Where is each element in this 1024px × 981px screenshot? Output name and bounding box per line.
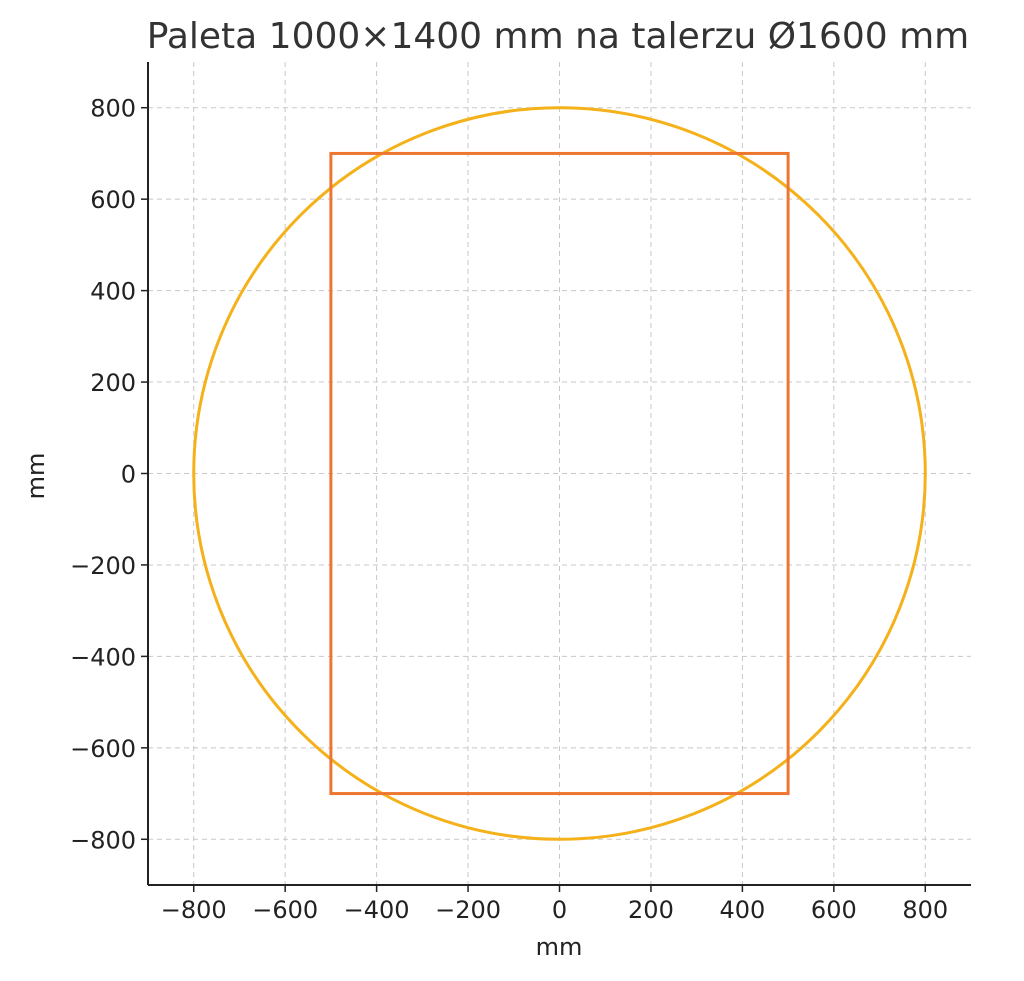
x-tick-label: 600 <box>811 896 857 924</box>
x-tick-label: −200 <box>435 896 501 924</box>
x-ticks: −800 −600 −400 −200 0 200 400 600 800 <box>161 885 948 924</box>
x-axis-label: mm <box>536 933 583 961</box>
axes <box>147 62 971 886</box>
x-tick-label: 0 <box>552 896 567 924</box>
y-tick-label: 200 <box>90 369 136 397</box>
x-tick-label: 400 <box>719 896 765 924</box>
y-tick-label: −400 <box>70 643 136 671</box>
y-tick-label: 0 <box>121 461 136 489</box>
grid <box>148 62 971 885</box>
y-tick-label: −200 <box>70 552 136 580</box>
platter-circle <box>192 106 927 841</box>
y-tick-label: −600 <box>70 735 136 763</box>
x-tick-label: −400 <box>344 896 410 924</box>
x-tick-label: −800 <box>161 896 227 924</box>
x-tick-label: −600 <box>252 896 318 924</box>
y-ticks: −800 −600 −400 −200 0 200 400 600 800 <box>70 95 148 854</box>
y-tick-label: 800 <box>90 95 136 123</box>
y-axis-label: mm <box>22 453 50 500</box>
y-tick-label: 600 <box>90 186 136 214</box>
y-tick-label: −800 <box>70 826 136 854</box>
y-tick-label: 400 <box>90 278 136 306</box>
x-tick-label: 200 <box>628 896 674 924</box>
plot-shapes <box>192 106 927 841</box>
x-tick-label: 800 <box>902 896 948 924</box>
chart-title: Paleta 1000×1400 mm na talerzu Ø1600 mm <box>147 16 969 57</box>
pallet-rectangle <box>329 151 790 796</box>
